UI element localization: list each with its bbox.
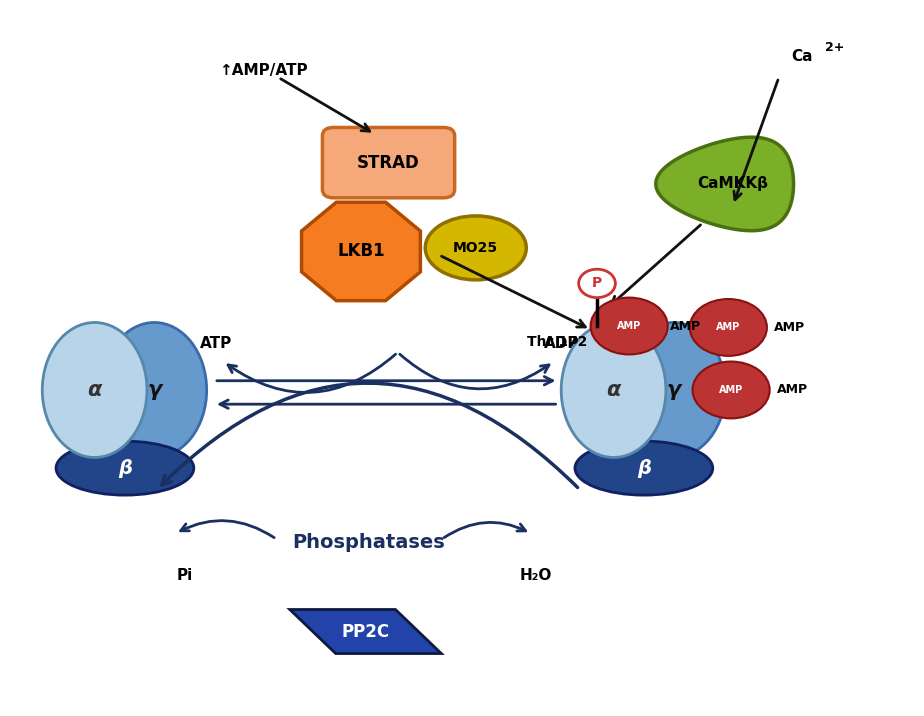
Ellipse shape [56,441,194,495]
Text: γ: γ [666,380,680,400]
Ellipse shape [425,216,527,280]
Text: P: P [592,276,602,291]
Polygon shape [290,609,442,654]
Text: α: α [606,380,621,400]
Text: γ: γ [147,380,162,400]
Text: AMP: AMP [774,321,806,334]
Text: AMP: AMP [716,322,740,332]
Text: ATP: ATP [200,336,232,351]
Text: MO25: MO25 [453,241,498,255]
Ellipse shape [43,322,147,458]
Text: Phosphatases: Phosphatases [292,533,444,552]
Text: AMP: AMP [777,384,808,397]
Text: ↑AMP/ATP: ↑AMP/ATP [219,63,308,78]
Circle shape [578,269,615,298]
Polygon shape [656,137,794,231]
Text: AMP: AMP [670,319,700,332]
Ellipse shape [561,322,666,458]
Text: H₂O: H₂O [519,568,552,583]
Text: AMP: AMP [719,385,743,395]
Polygon shape [301,202,420,301]
Ellipse shape [692,362,770,418]
Text: β: β [637,459,650,478]
Ellipse shape [590,298,668,354]
Text: CaMKKβ: CaMKKβ [698,176,769,191]
Text: PP2C: PP2C [342,622,390,641]
Text: AMP: AMP [617,321,641,331]
Text: β: β [118,459,132,478]
Text: α: α [88,380,102,400]
Text: LKB1: LKB1 [337,243,384,261]
Text: Thr 172: Thr 172 [528,334,588,349]
Ellipse shape [621,322,725,458]
Text: STRAD: STRAD [358,154,419,172]
Text: Ca: Ca [791,49,812,64]
Ellipse shape [102,322,207,458]
Text: Pi: Pi [176,568,193,583]
Ellipse shape [690,299,767,356]
Text: ADP: ADP [543,336,579,351]
FancyBboxPatch shape [322,127,455,198]
Text: 2+: 2+ [825,41,845,54]
Ellipse shape [575,441,712,495]
